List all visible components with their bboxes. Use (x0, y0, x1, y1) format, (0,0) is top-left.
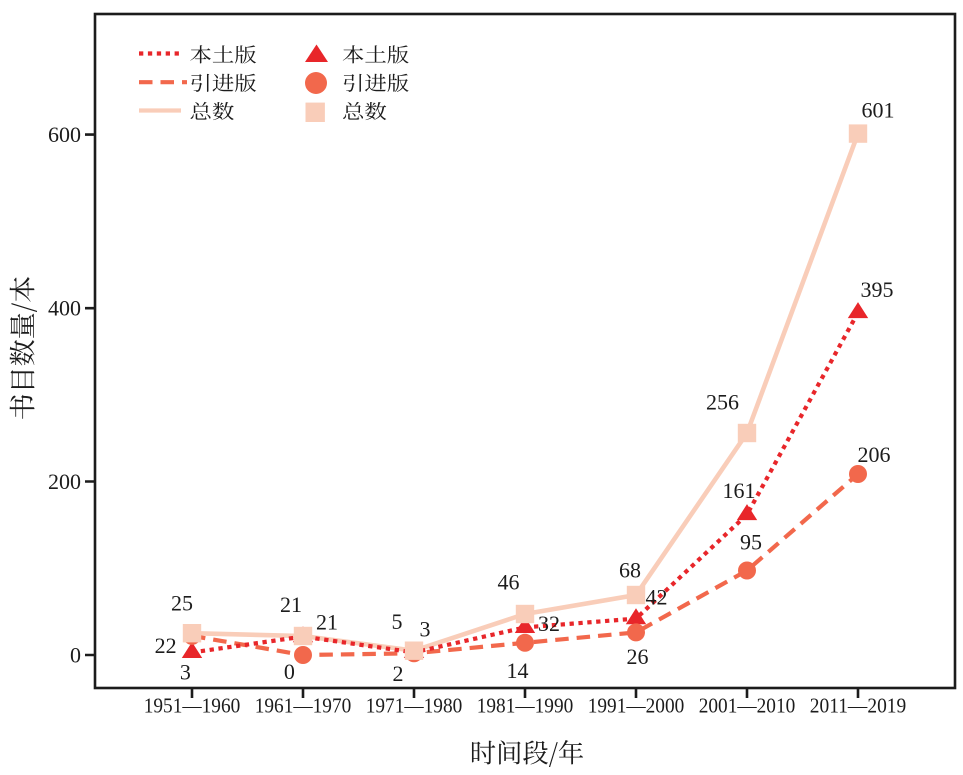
svg-text:0: 0 (70, 642, 81, 667)
svg-text:256: 256 (706, 390, 739, 415)
svg-text:25: 25 (171, 591, 193, 616)
svg-text:26: 26 (627, 644, 649, 669)
svg-text:32: 32 (538, 611, 560, 636)
svg-text:14: 14 (507, 658, 529, 683)
svg-text:3: 3 (420, 616, 431, 641)
svg-text:22: 22 (155, 633, 177, 658)
svg-text:21: 21 (316, 610, 338, 635)
svg-text:21: 21 (280, 592, 302, 617)
svg-text:161: 161 (723, 478, 756, 503)
svg-text:206: 206 (858, 442, 891, 467)
svg-text:1991—2000: 1991—2000 (588, 693, 685, 717)
svg-text:400: 400 (48, 296, 81, 321)
svg-text:200: 200 (48, 469, 81, 494)
svg-text:2: 2 (393, 661, 404, 686)
svg-text:42: 42 (646, 585, 668, 610)
svg-text:1951—1960: 1951—1960 (144, 693, 241, 717)
svg-text:601: 601 (862, 98, 895, 123)
svg-text:5: 5 (392, 609, 403, 634)
svg-text:46: 46 (498, 570, 520, 595)
svg-text:2001—2010: 2001—2010 (699, 693, 796, 717)
svg-text:1961—1970: 1961—1970 (255, 693, 352, 717)
svg-text:95: 95 (740, 530, 762, 555)
svg-text:68: 68 (619, 558, 641, 583)
svg-text:395: 395 (861, 277, 894, 302)
svg-text:0: 0 (284, 659, 295, 684)
svg-text:600: 600 (48, 122, 81, 147)
svg-text:3: 3 (180, 660, 191, 685)
svg-text:1981—1990: 1981—1990 (477, 693, 574, 717)
svg-text:2011—2019: 2011—2019 (810, 693, 907, 717)
svg-text:1971—1980: 1971—1980 (366, 693, 463, 717)
